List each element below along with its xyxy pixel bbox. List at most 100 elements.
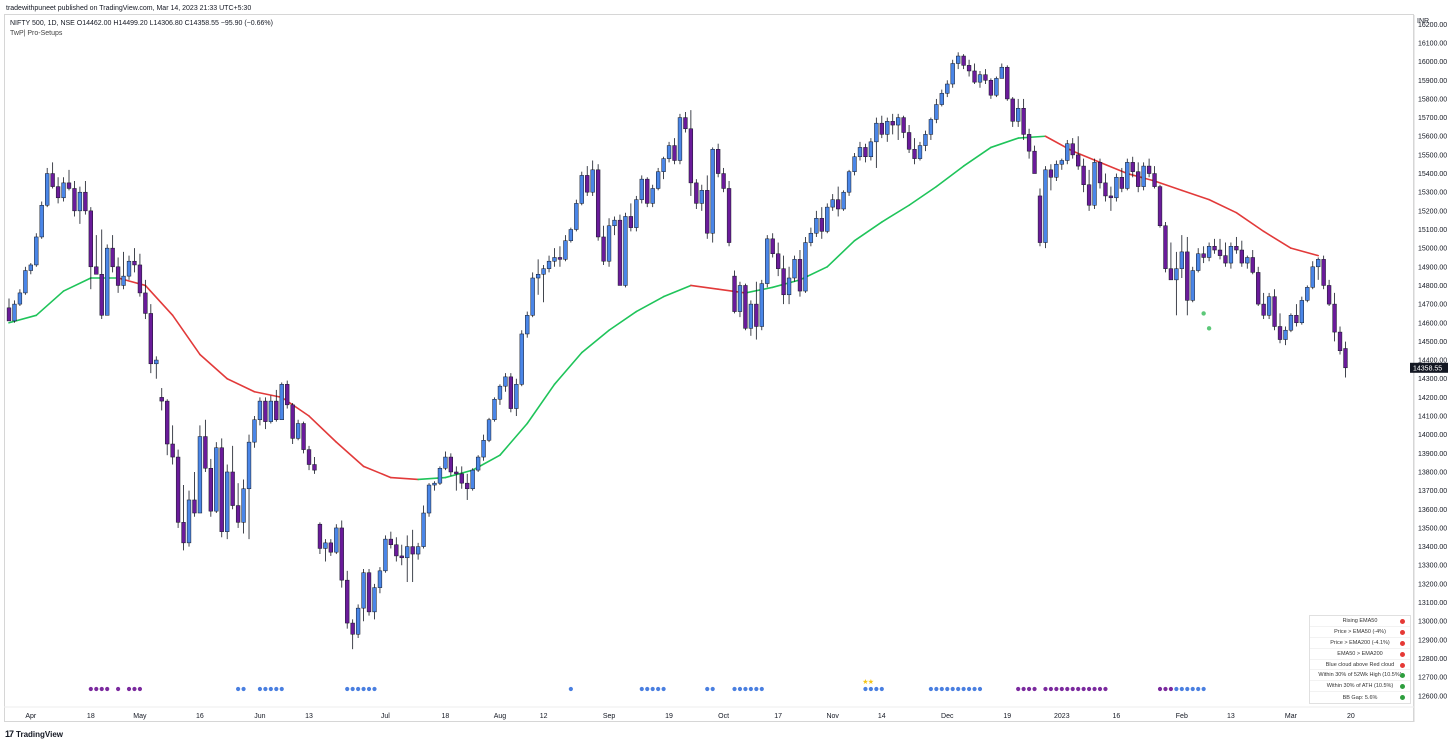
candle-up[interactable]	[214, 447, 219, 512]
candle-down[interactable]	[1070, 143, 1075, 156]
candle-up[interactable]	[1065, 143, 1070, 161]
candle-down[interactable]	[208, 468, 213, 512]
candle-down[interactable]	[1332, 303, 1337, 333]
candle-up[interactable]	[661, 158, 666, 172]
candle-up[interactable]	[874, 122, 879, 143]
candle-down[interactable]	[879, 122, 884, 135]
candle-up[interactable]	[39, 205, 44, 238]
candle-up[interactable]	[699, 190, 704, 204]
candle-up[interactable]	[1125, 162, 1130, 189]
candle-down[interactable]	[683, 117, 688, 130]
candle-down[interactable]	[1201, 253, 1206, 258]
candle-down[interactable]	[1103, 182, 1108, 197]
candle-up[interactable]	[579, 175, 584, 204]
candle-up[interactable]	[737, 285, 743, 312]
candle-up[interactable]	[372, 587, 377, 613]
candle-up[interactable]	[857, 147, 863, 158]
candle-up[interactable]	[1299, 300, 1304, 324]
candle-down[interactable]	[595, 169, 601, 238]
candle-up[interactable]	[623, 216, 628, 286]
candle-down[interactable]	[148, 313, 153, 365]
candle-up[interactable]	[885, 121, 890, 135]
candle-up[interactable]	[934, 104, 939, 120]
candle-up[interactable]	[710, 149, 715, 234]
candle-down[interactable]	[274, 400, 279, 421]
candle-up[interactable]	[868, 141, 874, 158]
candle-down[interactable]	[6, 307, 12, 322]
candle-up[interactable]	[1245, 257, 1250, 264]
candle-down[interactable]	[988, 80, 994, 96]
candle-up[interactable]	[246, 441, 252, 490]
candle-down[interactable]	[906, 132, 912, 150]
candle-down[interactable]	[230, 471, 235, 506]
candle-down[interactable]	[454, 471, 459, 475]
candle-down[interactable]	[1010, 98, 1015, 122]
candle-up[interactable]	[525, 315, 530, 335]
candle-up[interactable]	[846, 171, 852, 193]
candle-up[interactable]	[1196, 253, 1201, 271]
candle-up[interactable]	[295, 423, 301, 439]
candle-down[interactable]	[1217, 249, 1223, 256]
candle-up[interactable]	[252, 419, 257, 443]
candle-down[interactable]	[1076, 154, 1081, 167]
candle-down[interactable]	[83, 191, 88, 212]
candle-up[interactable]	[928, 119, 934, 135]
candle-down[interactable]	[617, 219, 623, 286]
candle-up[interactable]	[825, 206, 830, 232]
candle-down[interactable]	[1136, 171, 1141, 187]
candle-down[interactable]	[1272, 296, 1277, 327]
candle-down[interactable]	[797, 259, 803, 292]
candle-up[interactable]	[535, 274, 541, 279]
candle-down[interactable]	[165, 400, 170, 445]
candle-up[interactable]	[1054, 163, 1059, 178]
candle-down[interactable]	[743, 285, 748, 329]
candle-down[interactable]	[972, 70, 977, 83]
candle-down[interactable]	[1026, 134, 1032, 152]
candle-up[interactable]	[977, 74, 983, 83]
candle-down[interactable]	[688, 128, 694, 184]
candle-down[interactable]	[961, 55, 966, 66]
candle-down[interactable]	[143, 292, 148, 314]
candle-up[interactable]	[279, 384, 284, 421]
candle-up[interactable]	[186, 499, 192, 544]
candle-up[interactable]	[1288, 315, 1294, 331]
candle-up[interactable]	[23, 270, 28, 294]
candle-down[interactable]	[1005, 66, 1010, 100]
candle-down[interactable]	[1081, 165, 1086, 185]
candle-down[interactable]	[175, 456, 181, 523]
candle-down[interactable]	[350, 622, 355, 635]
candle-down[interactable]	[263, 400, 268, 422]
candle-up[interactable]	[1228, 246, 1234, 264]
candle-up[interactable]	[612, 219, 617, 227]
candle-down[interactable]	[339, 527, 344, 581]
candle-up[interactable]	[650, 188, 655, 204]
candle-down[interactable]	[721, 173, 726, 189]
candle-up[interactable]	[1316, 259, 1321, 268]
candle-down[interactable]	[1097, 162, 1103, 184]
candle-down[interactable]	[1037, 195, 1043, 243]
candle-down[interactable]	[301, 423, 306, 450]
candle-down[interactable]	[770, 238, 775, 254]
candle-up[interactable]	[574, 203, 579, 230]
candle-up[interactable]	[405, 546, 410, 559]
candle-up[interactable]	[792, 259, 797, 279]
candle-down[interactable]	[1343, 348, 1348, 369]
candle-down[interactable]	[1086, 184, 1092, 206]
candle-down[interactable]	[50, 173, 55, 187]
candle-down[interactable]	[1108, 195, 1114, 199]
candle-down[interactable]	[110, 247, 115, 268]
candle-down[interactable]	[901, 117, 906, 133]
candle-down[interactable]	[448, 456, 454, 473]
candle-up[interactable]	[497, 385, 503, 400]
candle-up[interactable]	[355, 607, 361, 635]
candle-down[interactable]	[628, 216, 634, 228]
candle-down[interactable]	[601, 236, 606, 262]
candle-up[interactable]	[241, 488, 246, 523]
candle-up[interactable]	[923, 134, 928, 146]
candle-up[interactable]	[12, 303, 17, 322]
candle-up[interactable]	[1190, 270, 1195, 301]
candle-up[interactable]	[45, 173, 50, 206]
candle-up[interactable]	[361, 572, 366, 609]
candle-down[interactable]	[716, 149, 721, 174]
